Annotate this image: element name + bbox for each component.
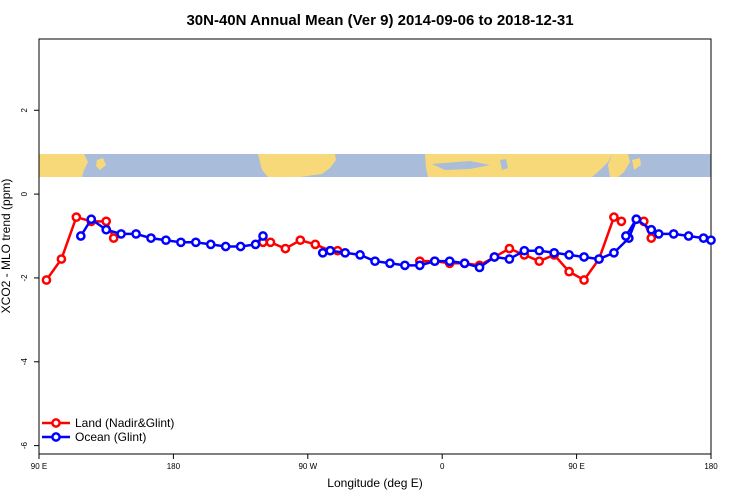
map-land-north-america (258, 154, 336, 177)
data-point (444, 256, 455, 267)
data-point (101, 216, 112, 227)
data-point (265, 237, 276, 248)
data-point (653, 229, 664, 239)
data-point (116, 229, 126, 239)
data-point (549, 247, 560, 258)
data-point (108, 233, 119, 243)
data-point (325, 245, 336, 256)
map-land-europe-africa (425, 154, 612, 177)
data-point (668, 229, 679, 239)
data-point (131, 229, 141, 239)
x-tick-label: 0 (440, 462, 445, 471)
y-tick-label: -2 (20, 274, 29, 282)
y-axis: 2 0 -2 -4 -6 (20, 107, 39, 449)
data-point (594, 254, 604, 264)
data-point (631, 214, 642, 225)
data-point (310, 239, 321, 250)
y-tick-label: -6 (20, 442, 29, 450)
data-point (205, 239, 216, 250)
map-land-asia-west (39, 154, 88, 177)
data-point (317, 247, 328, 258)
x-axis: 90 E 180 90 W 0 90 E 180 (31, 454, 718, 471)
chart-title: 30N-40N Annual Mean (Ver 9) 2014-09-06 t… (186, 12, 573, 29)
legend-label: Land (Nadir&Glint) (75, 416, 174, 430)
x-axis-title: Longitude (deg E) (327, 476, 422, 490)
map-land-japan-east (632, 158, 641, 170)
data-point (161, 235, 171, 246)
plot-frame (38, 38, 712, 455)
data-point (71, 212, 82, 223)
x-tick-label: 180 (704, 462, 718, 471)
data-point (75, 231, 86, 241)
data-point (609, 247, 619, 258)
data-point (295, 235, 306, 246)
map-land-asia-east (608, 154, 630, 177)
data-point (519, 245, 530, 256)
data-point (190, 237, 201, 248)
data-point (280, 243, 291, 254)
data-point (474, 262, 485, 273)
data-point (146, 233, 156, 243)
x-tick-label: 90 W (298, 462, 317, 471)
data-point (616, 216, 627, 227)
data-point (504, 254, 515, 264)
y-axis-title: XCO2 - MLO trend (ppm) (0, 179, 13, 314)
data-point (385, 258, 395, 269)
data-point (621, 231, 631, 241)
data-point (489, 252, 500, 262)
data-point (101, 224, 112, 235)
data-point (609, 212, 619, 223)
legend-label: Ocean (Glint) (75, 430, 146, 444)
x-tick-label: 180 (167, 462, 181, 471)
data-point (534, 245, 545, 256)
x-tick-label: 90 E (31, 462, 47, 471)
data-point (579, 252, 589, 262)
series-0 (41, 212, 657, 285)
y-tick-label: 0 (20, 191, 29, 196)
data-point (86, 214, 97, 225)
map-strip (39, 154, 711, 177)
data-point (400, 260, 410, 271)
legend: Land (Nadir&Glint)Ocean (Glint) (42, 416, 174, 444)
map-water-mediterranean (432, 161, 490, 170)
data-point (56, 254, 67, 264)
y-tick-label: -4 (20, 358, 29, 366)
data-point (370, 256, 380, 267)
series-1 (75, 214, 716, 273)
data-point (706, 235, 716, 246)
x-tick-label: 90 E (568, 462, 584, 471)
map-land-japan (96, 158, 106, 170)
data-point (564, 266, 574, 277)
data-point (646, 224, 657, 235)
data-point (564, 250, 574, 260)
data-point (534, 256, 545, 267)
data-point (683, 231, 694, 241)
data-point (258, 231, 268, 241)
data-point (414, 260, 425, 271)
data-point (579, 275, 589, 285)
data-point (355, 250, 365, 260)
legend-swatch-marker (51, 418, 61, 428)
data-point (429, 256, 440, 267)
y-tick-label: 2 (20, 107, 29, 112)
data-point (176, 237, 186, 248)
data-point (646, 233, 657, 243)
data-point (698, 233, 709, 243)
legend-swatch-marker (51, 432, 61, 442)
data-point (220, 241, 231, 252)
data-point (235, 241, 246, 252)
map-water-caspian (500, 159, 508, 170)
data-point (41, 275, 52, 285)
series-layer (41, 212, 716, 285)
data-point (504, 243, 515, 254)
data-point (459, 258, 470, 269)
data-point (340, 247, 350, 258)
series-line (322, 218, 638, 269)
data-point (250, 239, 261, 250)
